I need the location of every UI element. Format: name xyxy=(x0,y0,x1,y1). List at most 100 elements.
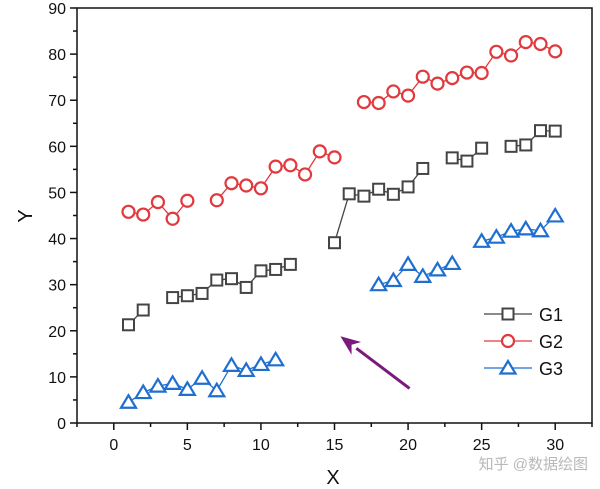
y-tick-label: 10 xyxy=(48,370,66,387)
data-point xyxy=(415,69,430,84)
data-point xyxy=(136,303,150,317)
data-point xyxy=(180,193,195,208)
arrow-shaft xyxy=(355,347,411,390)
data-point xyxy=(386,84,401,99)
data-point xyxy=(472,232,492,248)
data-point xyxy=(445,70,460,86)
data-point xyxy=(504,139,518,153)
data-point xyxy=(150,195,166,210)
data-point xyxy=(372,182,386,196)
data-point xyxy=(328,236,341,250)
data-point xyxy=(400,88,416,103)
arrow-head xyxy=(340,336,362,355)
y-tick-label: 90 xyxy=(48,1,66,18)
data-point xyxy=(163,374,183,390)
plot-border xyxy=(76,7,593,424)
legend-label: G2 xyxy=(539,332,563,352)
data-point xyxy=(297,167,313,182)
data-point xyxy=(460,154,474,168)
data-point xyxy=(428,260,447,277)
data-point xyxy=(445,151,459,165)
data-point xyxy=(236,361,256,378)
series-g2 xyxy=(121,35,563,226)
x-tick-label: 10 xyxy=(252,437,270,454)
data-point xyxy=(501,222,521,238)
data-point xyxy=(442,254,462,271)
data-point xyxy=(269,262,283,276)
x-tick-label: 30 xyxy=(546,437,564,454)
data-point xyxy=(401,180,415,194)
data-point xyxy=(371,95,386,111)
annotation-layer xyxy=(340,336,411,390)
data-point xyxy=(122,318,135,332)
data-point xyxy=(224,176,239,191)
watermark: 知乎 @数据绘图 xyxy=(479,456,588,473)
y-tick-label: 40 xyxy=(48,232,66,249)
data-point xyxy=(222,356,241,372)
data-point xyxy=(357,189,371,203)
data-point xyxy=(548,124,562,138)
data-point xyxy=(386,187,400,201)
data-point xyxy=(534,124,547,138)
data-point xyxy=(369,275,389,292)
y-tick-label: 0 xyxy=(57,416,66,433)
legend-marker-circle-icon xyxy=(500,333,516,349)
data-point xyxy=(209,193,224,208)
series-layer xyxy=(119,35,565,409)
data-point xyxy=(121,204,136,219)
data-point xyxy=(413,267,433,283)
legend-item-g1: G1 xyxy=(484,305,563,325)
y-tick-label: 50 xyxy=(48,185,66,202)
data-point xyxy=(166,291,180,305)
data-point xyxy=(283,257,297,271)
data-point xyxy=(180,289,194,303)
y-tick-label: 70 xyxy=(48,93,66,110)
data-point xyxy=(519,138,533,152)
x-axis-title: X xyxy=(326,467,339,489)
data-point xyxy=(416,161,430,175)
data-point xyxy=(253,181,269,196)
series-line xyxy=(333,168,424,243)
data-point xyxy=(489,44,504,59)
x-axis: 0 5 10 15 20 25 30 xyxy=(76,423,593,454)
data-point xyxy=(342,187,356,201)
legend-marker-square-icon xyxy=(501,307,515,321)
legend: G1 G2 G3 xyxy=(484,305,563,379)
series-g3 xyxy=(119,206,565,409)
data-point xyxy=(518,35,533,50)
data-point xyxy=(266,350,286,367)
data-point xyxy=(356,94,372,110)
data-point xyxy=(192,369,212,385)
y-axis-title: Y xyxy=(15,209,37,222)
data-point xyxy=(459,65,475,80)
data-point xyxy=(533,36,548,52)
x-tick-label: 0 xyxy=(109,437,118,454)
data-point xyxy=(119,393,138,409)
data-point xyxy=(136,207,151,222)
x-tick-label: 25 xyxy=(473,437,491,454)
data-point xyxy=(430,76,445,91)
series-line xyxy=(216,150,335,201)
y-tick-label: 30 xyxy=(48,278,66,295)
data-point xyxy=(383,271,403,288)
data-point xyxy=(398,255,418,271)
legend-label: G1 xyxy=(539,305,563,325)
data-point xyxy=(210,273,224,287)
series-line xyxy=(511,129,556,147)
data-point xyxy=(165,211,180,226)
data-point xyxy=(251,355,271,372)
legend-item-g3: G3 xyxy=(484,358,563,379)
y-tick-label: 60 xyxy=(48,139,66,156)
data-point xyxy=(177,380,197,396)
y-tick-label: 20 xyxy=(48,324,66,341)
legend-marker-triangle-icon xyxy=(498,358,518,375)
data-point xyxy=(225,272,238,286)
x-tick-label: 15 xyxy=(326,437,344,454)
data-point xyxy=(312,144,327,159)
x-tick-label: 20 xyxy=(399,437,417,454)
data-point xyxy=(283,158,298,173)
data-point xyxy=(268,159,283,174)
data-point xyxy=(474,65,489,81)
data-point xyxy=(327,150,342,165)
